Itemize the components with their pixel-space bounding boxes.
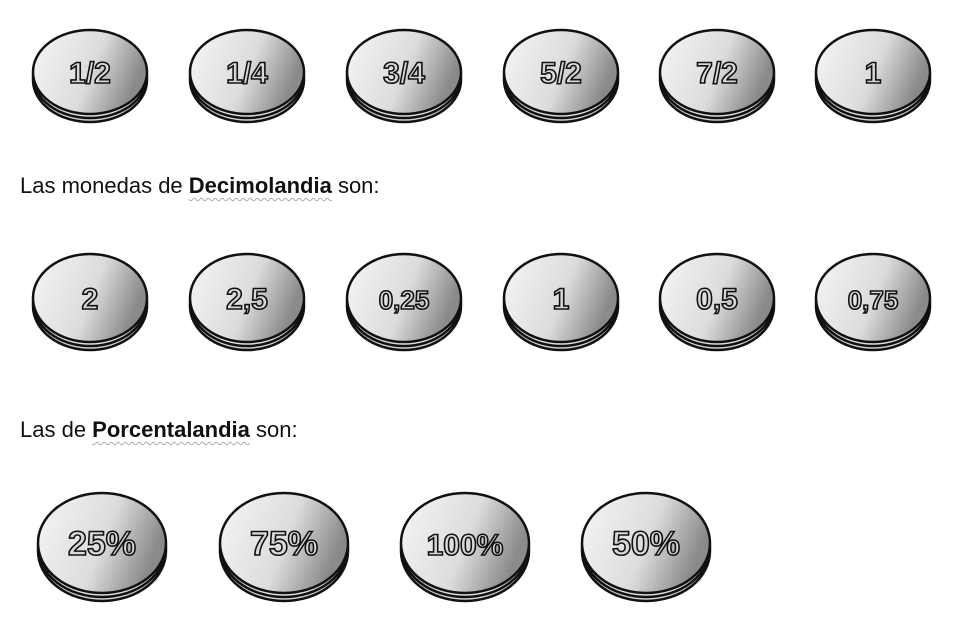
coin-face xyxy=(580,491,712,595)
coin: 3/4 xyxy=(345,28,463,124)
coin-face xyxy=(345,252,463,344)
coin-face xyxy=(814,252,932,344)
coin-face xyxy=(658,252,776,344)
coin-value: 100% xyxy=(427,529,504,562)
coin-face xyxy=(345,28,463,116)
coin-face xyxy=(502,252,620,344)
coin-value: 1 xyxy=(865,57,882,90)
coin: 2 xyxy=(31,252,149,352)
coin-value: 5/2 xyxy=(540,57,582,90)
coin-face xyxy=(36,491,168,595)
coin: 1/4 xyxy=(188,28,306,124)
percent-intro-text: Las de Porcentalandia son: xyxy=(20,417,298,443)
coin-value: 0,25 xyxy=(379,285,430,315)
coin: 1 xyxy=(502,252,620,352)
intro-text-end: son: xyxy=(249,417,298,442)
intro-text: Las monedas de xyxy=(20,173,189,198)
coin: 0,25 xyxy=(345,252,463,352)
country-name-porcentalandia: Porcentalandia xyxy=(92,417,250,442)
coin-value: 50% xyxy=(612,525,680,563)
coin: 5/2 xyxy=(502,28,620,124)
coin-face xyxy=(399,491,531,595)
coin: 75% xyxy=(218,491,350,603)
coin: 0,75 xyxy=(814,252,932,352)
coin-value: 25% xyxy=(68,525,136,563)
coin-face xyxy=(188,28,306,116)
coin-face xyxy=(31,252,149,344)
coin-value: 1 xyxy=(553,283,570,316)
coin-value: 7/2 xyxy=(696,57,738,90)
coin: 2,5 xyxy=(188,252,306,352)
coin-value: 0,75 xyxy=(848,285,899,315)
coin-face xyxy=(658,28,776,116)
coin: 0,5 xyxy=(658,252,776,352)
coin-value: 2,5 xyxy=(226,283,268,316)
coin-value: 75% xyxy=(250,525,318,563)
coin-face xyxy=(814,28,932,116)
decimal-intro-text: Las monedas de Decimolandia son: xyxy=(20,173,380,199)
coin-face xyxy=(31,28,149,116)
coin-value: 3/4 xyxy=(383,57,425,90)
coin: 100% xyxy=(399,491,531,603)
coin: 7/2 xyxy=(658,28,776,124)
intro-text: Las de xyxy=(20,417,93,442)
coin-value: 1/2 xyxy=(69,57,111,90)
coin: 1/2 xyxy=(31,28,149,124)
coin-value: 2 xyxy=(82,283,99,316)
country-name-decimolandia: Decimolandia xyxy=(188,173,332,198)
coin: 50% xyxy=(580,491,712,603)
intro-text-end: son: xyxy=(331,173,380,198)
coin-face xyxy=(188,252,306,344)
coin-face xyxy=(502,28,620,116)
coin-value: 0,5 xyxy=(696,283,738,316)
coin-value: 1/4 xyxy=(226,57,268,90)
coin: 1 xyxy=(814,28,932,124)
coin: 25% xyxy=(36,491,168,603)
coin-face xyxy=(218,491,350,595)
